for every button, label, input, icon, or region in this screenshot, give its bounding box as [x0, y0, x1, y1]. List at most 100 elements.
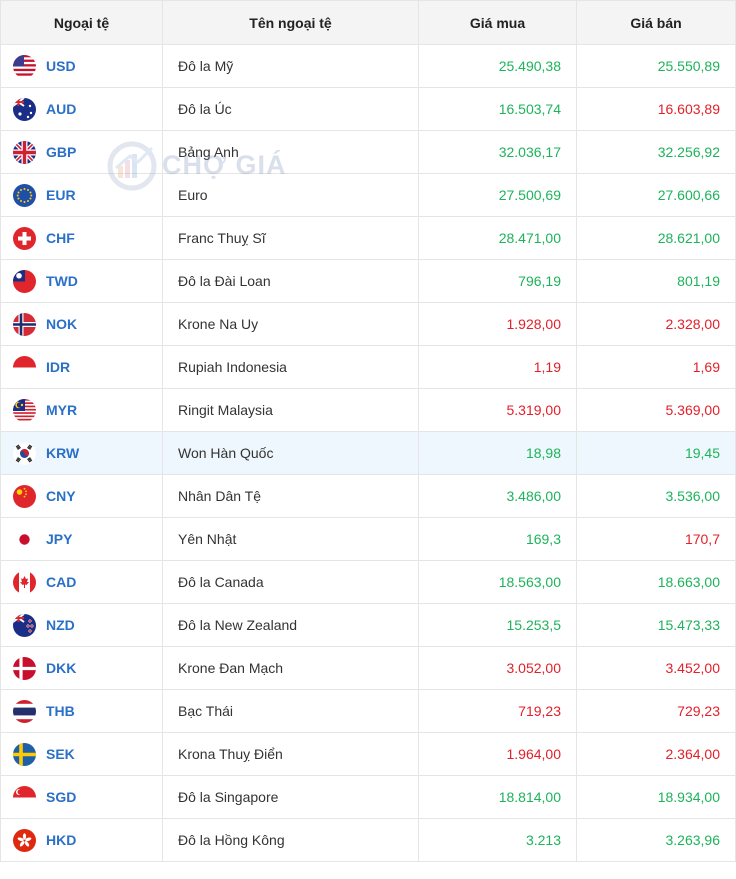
header-row: Ngoại tệ Tên ngoại tệ Giá mua Giá bán: [0, 0, 736, 45]
currency-code-wrap: CNY: [13, 484, 147, 508]
buy-price-cell: 28.471,00: [418, 216, 577, 260]
sell-price-cell: 19,45: [576, 431, 736, 475]
header-currency-code: Ngoại tệ: [0, 0, 163, 45]
buy-price-cell: 1,19: [418, 345, 577, 389]
currency-code-cell: CNY: [0, 474, 163, 518]
table-row: CHF Franc Thuỵ Sĩ 28.471,00 28.621,00: [0, 216, 736, 260]
currency-code-link[interactable]: USD: [46, 58, 76, 74]
currency-code-link[interactable]: DKK: [46, 660, 77, 676]
sell-price-cell: 28.621,00: [576, 216, 736, 260]
currency-code-cell: SEK: [0, 732, 163, 776]
table-row: DKK Krone Đan Mạch 3.052,00 3.452,00: [0, 646, 736, 690]
ch-flag-icon: [13, 226, 36, 250]
currency-code-link[interactable]: THB: [46, 703, 75, 719]
currency-name-cell: Đô la Úc: [162, 87, 419, 131]
currency-code-link[interactable]: KRW: [46, 445, 80, 461]
currency-code-link[interactable]: JPY: [46, 531, 73, 547]
sell-price-cell: 18.934,00: [576, 775, 736, 819]
currency-code-wrap: KRW: [13, 441, 147, 465]
sell-price-cell: 2.364,00: [576, 732, 736, 776]
hk-flag-icon: [13, 828, 36, 852]
buy-price-cell: 169,3: [418, 517, 577, 561]
currency-code-link[interactable]: SEK: [46, 746, 75, 762]
table-row: JPY Yên Nhật 169,3 170,7: [0, 517, 736, 561]
buy-price-cell: 15.253,5: [418, 603, 577, 647]
currency-name-cell: Euro: [162, 173, 419, 217]
currency-name-cell: Đô la Mỹ: [162, 44, 419, 88]
currency-name-cell: Rupiah Indonesia: [162, 345, 419, 389]
currency-code-link[interactable]: IDR: [46, 359, 71, 375]
currency-code-wrap: GBP: [13, 140, 147, 164]
table-row: USD Đô la Mỹ 25.490,38 25.550,89: [0, 44, 736, 88]
currency-code-link[interactable]: NZD: [46, 617, 75, 633]
currency-code-link[interactable]: CHF: [46, 230, 75, 246]
currency-code-link[interactable]: CAD: [46, 574, 77, 590]
buy-price-cell: 1.964,00: [418, 732, 577, 776]
currency-code-wrap: CHF: [13, 226, 147, 250]
table-row: THB Bạc Thái 719,23 729,23: [0, 689, 736, 733]
table-row: KRW Won Hàn Quốc 18,98 19,45: [0, 431, 736, 475]
sell-price-cell: 170,7: [576, 517, 736, 561]
us-flag-icon: [13, 54, 36, 78]
currency-name-cell: Franc Thuỵ Sĩ: [162, 216, 419, 260]
ca-flag-icon: [13, 570, 36, 594]
currency-code-link[interactable]: EUR: [46, 187, 76, 203]
buy-price-cell: 3.213: [418, 818, 577, 862]
sell-price-cell: 25.550,89: [576, 44, 736, 88]
currency-code-link[interactable]: CNY: [46, 488, 76, 504]
buy-price-cell: 3.052,00: [418, 646, 577, 690]
buy-price-cell: 5.319,00: [418, 388, 577, 432]
currency-name-cell: Đô la Singapore: [162, 775, 419, 819]
currency-code-cell: GBP: [0, 130, 163, 174]
currency-code-cell: DKK: [0, 646, 163, 690]
table-header: Ngoại tệ Tên ngoại tệ Giá mua Giá bán: [0, 0, 736, 45]
buy-price-cell: 719,23: [418, 689, 577, 733]
header-currency-name: Tên ngoại tệ: [162, 0, 419, 45]
buy-price-cell: 796,19: [418, 259, 577, 303]
currency-code-link[interactable]: TWD: [46, 273, 78, 289]
currency-code-wrap: IDR: [13, 355, 147, 379]
sell-price-cell: 3.536,00: [576, 474, 736, 518]
currency-name-cell: Đô la Hồng Kông: [162, 818, 419, 862]
jp-flag-icon: [13, 527, 36, 551]
gb-flag-icon: [13, 140, 36, 164]
currency-code-cell: JPY: [0, 517, 163, 561]
currency-code-link[interactable]: GBP: [46, 144, 77, 160]
currency-code-wrap: NZD: [13, 613, 147, 637]
table-row: NZD Đô la New Zealand 15.253,5 15.473,33: [0, 603, 736, 647]
table-row: IDR Rupiah Indonesia 1,19 1,69: [0, 345, 736, 389]
currency-code-link[interactable]: AUD: [46, 101, 77, 117]
currency-name-cell: Krona Thuỵ Điển: [162, 732, 419, 776]
currency-code-link[interactable]: SGD: [46, 789, 77, 805]
dk-flag-icon: [13, 656, 36, 680]
se-flag-icon: [13, 742, 36, 766]
currency-code-wrap: TWD: [13, 269, 147, 293]
table-row: SEK Krona Thuỵ Điển 1.964,00 2.364,00: [0, 732, 736, 776]
header-sell-price: Giá bán: [576, 0, 736, 45]
currency-name-cell: Đô la Đài Loan: [162, 259, 419, 303]
buy-price-cell: 1.928,00: [418, 302, 577, 346]
currency-code-cell: AUD: [0, 87, 163, 131]
my-flag-icon: [13, 398, 36, 422]
sell-price-cell: 18.663,00: [576, 560, 736, 604]
sell-price-cell: 3.452,00: [576, 646, 736, 690]
sell-price-cell: 27.600,66: [576, 173, 736, 217]
currency-code-link[interactable]: NOK: [46, 316, 78, 332]
currency-code-cell: NOK: [0, 302, 163, 346]
cn-flag-icon: [13, 484, 36, 508]
table-row: SGD Đô la Singapore 18.814,00 18.934,00: [0, 775, 736, 819]
sg-flag-icon: [13, 785, 36, 809]
currency-code-wrap: HKD: [13, 828, 147, 852]
currency-code-link[interactable]: HKD: [46, 832, 77, 848]
currency-code-wrap: USD: [13, 54, 147, 78]
th-flag-icon: [13, 699, 36, 723]
currency-name-cell: Bạc Thái: [162, 689, 419, 733]
nz-flag-icon: [13, 613, 36, 637]
currency-name-cell: Krone Đan Mạch: [162, 646, 419, 690]
currency-code-wrap: THB: [13, 699, 147, 723]
sell-price-cell: 3.263,96: [576, 818, 736, 862]
table-row: EUR Euro 27.500,69 27.600,66: [0, 173, 736, 217]
currency-code-link[interactable]: MYR: [46, 402, 78, 418]
